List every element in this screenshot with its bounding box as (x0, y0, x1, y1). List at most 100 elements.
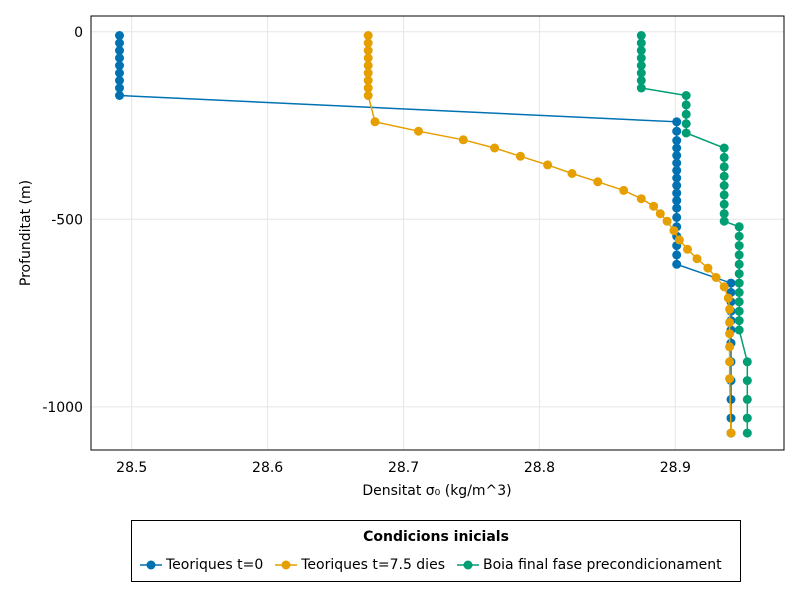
data-point (363, 31, 373, 40)
data-point (742, 428, 752, 438)
data-point (636, 83, 646, 93)
data-point (490, 143, 500, 153)
x-tick-label: 28.6 (252, 460, 283, 476)
data-point (672, 250, 682, 260)
data-point (636, 38, 646, 48)
data-point (672, 158, 682, 168)
data-point (672, 166, 682, 175)
data-point (742, 376, 752, 386)
data-point (726, 394, 736, 404)
data-point (672, 136, 682, 145)
data-point (115, 61, 124, 70)
data-point (719, 181, 729, 190)
data-point (636, 53, 646, 63)
data-point (719, 190, 729, 200)
data-point (734, 269, 744, 279)
data-point (636, 46, 646, 55)
data-point (725, 304, 735, 314)
data-point (734, 259, 744, 269)
data-point (734, 222, 744, 232)
data-point (719, 162, 729, 172)
data-point (711, 273, 721, 282)
data-point (719, 152, 729, 162)
data-point (719, 143, 729, 153)
data-point (725, 342, 735, 352)
data-point (742, 413, 752, 423)
data-point (567, 169, 577, 178)
x-tick-label: 28.5 (116, 460, 147, 476)
data-point (414, 126, 423, 136)
data-point (725, 374, 735, 384)
data-point (734, 250, 744, 260)
series-layer (115, 31, 752, 438)
data-point (669, 226, 679, 236)
data-point (636, 76, 646, 85)
data-point (515, 151, 525, 161)
grid (91, 16, 784, 450)
legend-entry: Boia final fase precondicionament (456, 557, 722, 573)
data-point (672, 126, 682, 136)
legend-marker (140, 560, 162, 570)
data-point (370, 117, 380, 127)
x-tick-label: 28.8 (524, 460, 555, 476)
data-point (674, 235, 684, 245)
data-point (703, 263, 713, 273)
legend-entries: Teoriques t=0 Teoriques t=7.5 dies Boia fi… (140, 557, 722, 573)
data-point (115, 53, 124, 63)
data-point (719, 171, 729, 181)
data-point (672, 143, 682, 153)
data-point (636, 31, 646, 40)
legend-label: Teoriques t=0 (166, 557, 264, 573)
data-point (636, 68, 646, 78)
data-point (742, 357, 752, 367)
series-2 (636, 31, 752, 438)
data-point (363, 38, 373, 48)
x-axis-label: Densitat σ₀ (kg/m^3) (362, 483, 511, 499)
data-point (363, 46, 373, 55)
y-tick-label: 0 (74, 25, 83, 41)
data-point (115, 91, 124, 100)
data-point (681, 109, 691, 119)
legend-marker (275, 560, 298, 570)
data-point (681, 119, 691, 129)
data-point (734, 316, 744, 326)
y-tick-label: -500 (51, 212, 83, 228)
data-point (363, 91, 373, 100)
data-point (636, 61, 646, 70)
plot-frame (90, 15, 785, 451)
data-point (363, 68, 373, 78)
data-point (672, 259, 682, 269)
data-point (681, 128, 691, 138)
data-point (672, 117, 682, 127)
data-point (662, 216, 672, 226)
data-point (672, 151, 682, 160)
data-point (672, 181, 682, 190)
data-point (683, 244, 692, 254)
data-point (593, 177, 603, 187)
data-point (543, 160, 553, 170)
data-point (363, 53, 373, 63)
data-point (458, 135, 468, 145)
data-point (726, 278, 736, 288)
data-point (636, 194, 646, 204)
legend-entry: Teoriques t=7.5 dies (275, 557, 445, 573)
data-point (734, 297, 744, 307)
data-point (734, 306, 744, 316)
x-tick-label: 28.9 (660, 460, 691, 476)
data-point (672, 203, 682, 213)
data-point (725, 318, 735, 327)
data-point (649, 201, 659, 211)
data-point (115, 76, 124, 85)
data-point (672, 188, 682, 198)
ticks: 28.5 28.6 28.7 28.8 28.9 0 -500 -1000 (42, 25, 691, 476)
data-point (742, 394, 752, 404)
data-point (115, 83, 124, 93)
data-point (734, 288, 744, 297)
y-axis-label: Profunditat (m) (18, 180, 34, 286)
data-point (681, 100, 691, 110)
series-line (367, 35, 732, 434)
data-point (719, 216, 729, 226)
data-point (115, 38, 124, 48)
series-line (118, 35, 732, 434)
